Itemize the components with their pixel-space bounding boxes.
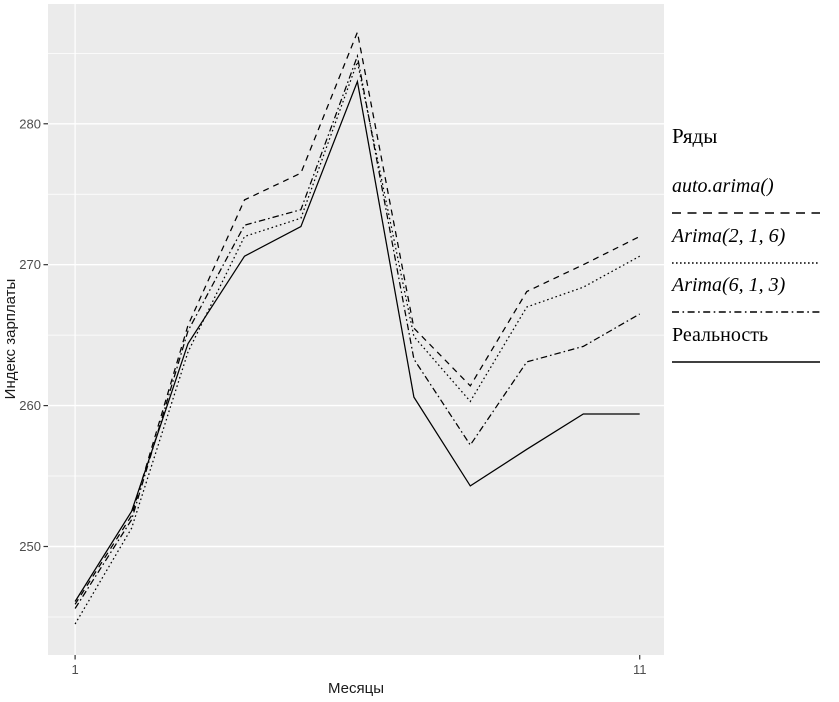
legend-label-4: Реальность	[672, 323, 769, 346]
gridline-layer	[48, 4, 664, 655]
series-line-dashed	[74, 29, 640, 605]
y-tick-label-270: 270	[19, 257, 41, 272]
legend-key-solid	[672, 355, 822, 373]
panel-layer	[48, 4, 664, 655]
panel-background	[48, 4, 664, 655]
y-tick-label-260: 260	[19, 398, 41, 413]
legend-label-1: auto.arima()	[672, 175, 774, 197]
legend-label-2: Arima(2, 1, 6)	[672, 224, 786, 247]
legend-key-dotted	[672, 256, 822, 274]
legend-title: Ряды	[672, 124, 718, 148]
y-tick-label-280: 280	[19, 116, 41, 131]
legend-key-dashed	[672, 206, 822, 224]
legend-label-3: Arima(6, 1, 3)	[672, 274, 786, 296]
legend-key-dashdot	[672, 305, 822, 323]
legend: Ряды auto.arima() Arima(2, 1, 6) Arima(6, …	[672, 0, 832, 702]
series-line-solid	[74, 79, 640, 602]
x-tick-label-11: 11	[633, 662, 647, 677]
series-layer	[74, 29, 641, 625]
series-line-dotted	[74, 59, 641, 625]
y-axis-title: Индекс зарплаты	[2, 279, 19, 400]
x-axis-title: Месяцы	[328, 680, 384, 697]
x-tick-label-1: 1	[71, 662, 78, 677]
y-tick-label-250: 250	[19, 539, 41, 554]
series-line-dashdot	[74, 53, 641, 609]
